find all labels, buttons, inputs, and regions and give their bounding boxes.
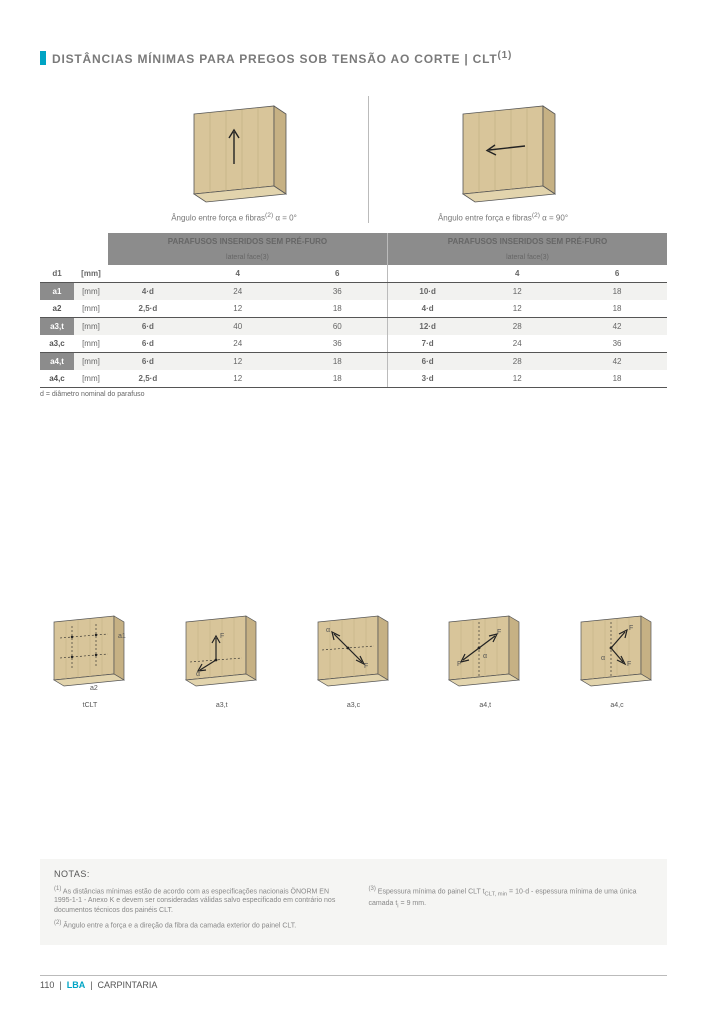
- col-d1: d1: [40, 265, 74, 283]
- table-row: a3,t[mm]6·d406012·d2842: [40, 317, 667, 335]
- col-unit: [mm]: [74, 265, 108, 283]
- svg-text:F: F: [220, 633, 224, 640]
- group-header-right: PARAFUSOS INSERIDOS SEM PRÉ-FURO: [387, 233, 667, 250]
- small-diagram-2: F α a3,t: [172, 608, 272, 709]
- svg-text:F: F: [497, 629, 501, 636]
- title-sup: (1): [498, 50, 513, 61]
- diagram-alpha-0: Ângulo entre força e fibras(2) α = 0°: [100, 96, 369, 223]
- page-footer: 110 | LBA | CARPINTARIA: [40, 975, 667, 990]
- footnote-d: d = diâmetro nominal do parafuso: [40, 391, 667, 398]
- svg-text:F: F: [364, 663, 368, 670]
- small-label-1: tCLT: [83, 702, 98, 709]
- svg-text:F: F: [627, 661, 631, 668]
- svg-text:a1: a1: [118, 633, 126, 640]
- distance-table: PARAFUSOS INSERIDOS SEM PRÉ-FURO PARAFUS…: [40, 233, 667, 388]
- title-text: DISTÂNCIAS MÍNIMAS PARA PREGOS SOB TENSÃ…: [52, 52, 498, 66]
- svg-text:α: α: [601, 655, 605, 662]
- small-diagram-row: a1 a2 tCLT F: [40, 608, 667, 709]
- note-1: (1) As distâncias mínimas estão de acord…: [54, 885, 339, 916]
- small-diagram-1: a1 a2 tCLT: [40, 608, 140, 709]
- note-3: (3) Espessura mínima do painel CLT tCLT,…: [369, 885, 654, 912]
- small-label-3: a3,c: [347, 702, 360, 709]
- caption-alpha-0: Ângulo entre força e fibras(2) α = 0°: [171, 212, 297, 223]
- note-2: (2) Ângulo entre a força e a direção da …: [54, 919, 339, 931]
- svg-text:α: α: [483, 653, 487, 660]
- small-label-2: a3,t: [216, 702, 228, 709]
- footer-section: CARPINTARIA: [98, 980, 158, 990]
- diagram-alpha-90: Ângulo entre força e fibras(2) α = 90°: [369, 96, 637, 223]
- table-row: a3,c[mm]6·d24367·d2436: [40, 335, 667, 353]
- group-header-left: PARAFUSOS INSERIDOS SEM PRÉ-FURO: [108, 233, 388, 250]
- svg-text:a2: a2: [90, 685, 98, 692]
- title-marker: [40, 51, 46, 65]
- subheader-left: lateral face(3): [108, 250, 388, 265]
- notes-box: NOTAS: (1) As distâncias mínimas estão d…: [40, 859, 667, 945]
- small-diagram-4: F F α a4,t: [435, 608, 535, 709]
- svg-text:α: α: [326, 627, 330, 634]
- footer-brand: LBA: [67, 980, 86, 990]
- table-row: a2[mm]2,5·d12184·d1218: [40, 300, 667, 318]
- table-row: a4,t[mm]6·d12186·d2842: [40, 352, 667, 370]
- svg-text:F: F: [457, 661, 461, 668]
- small-label-5: a4,c: [610, 702, 623, 709]
- table-row: a1[mm]4·d243610·d1218: [40, 282, 667, 300]
- small-label-4: a4,t: [479, 702, 491, 709]
- small-diagram-3: α F a3,c: [304, 608, 404, 709]
- page-title: DISTÂNCIAS MÍNIMAS PARA PREGOS SOB TENSÃ…: [52, 50, 512, 66]
- notes-title: NOTAS:: [54, 869, 653, 879]
- svg-text:α: α: [196, 671, 200, 678]
- caption-alpha-90: Ângulo entre força e fibras(2) α = 90°: [438, 212, 568, 223]
- subheader-right: lateral face(3): [387, 250, 667, 265]
- small-diagram-5: F F α a4,c: [567, 608, 667, 709]
- footer-page: 110: [40, 980, 54, 990]
- table-row: a4,c[mm]2,5·d12183·d1218: [40, 370, 667, 388]
- svg-text:F: F: [629, 625, 633, 632]
